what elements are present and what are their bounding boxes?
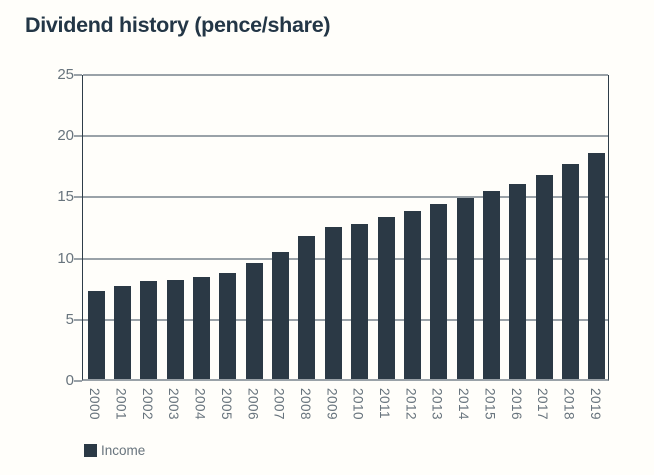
bar-2010 bbox=[351, 223, 369, 379]
bar-2014 bbox=[456, 197, 474, 379]
xlabel-2016: 2016 bbox=[508, 388, 524, 421]
ytick-5 bbox=[74, 318, 82, 321]
xlabel-2014: 2014 bbox=[456, 388, 472, 421]
bar-2006 bbox=[245, 262, 263, 379]
ytick-25 bbox=[74, 74, 82, 76]
xlabel-2007: 2007 bbox=[271, 388, 287, 421]
legend-income-swatch bbox=[84, 444, 97, 457]
gridline-5 bbox=[83, 318, 608, 321]
bar-2000 bbox=[87, 290, 105, 379]
xlabel-2006: 2006 bbox=[245, 388, 261, 421]
bar-2019 bbox=[588, 152, 606, 379]
legend: Income bbox=[84, 443, 145, 458]
bar-2008 bbox=[298, 235, 316, 379]
ytick-0 bbox=[74, 380, 82, 382]
gridline-10 bbox=[83, 257, 608, 260]
bar-2005 bbox=[219, 272, 237, 379]
xlabel-2004: 2004 bbox=[192, 388, 208, 421]
bar-2012 bbox=[403, 211, 421, 379]
xlabel-2011: 2011 bbox=[377, 388, 393, 420]
ylabel-10: 10 bbox=[57, 249, 74, 267]
legend-income-label: Income bbox=[101, 443, 146, 458]
xlabel-2000: 2000 bbox=[87, 388, 103, 421]
gridline-20 bbox=[83, 135, 608, 138]
bar-2013 bbox=[430, 203, 448, 379]
ylabel-0: 0 bbox=[65, 372, 74, 389]
xlabel-2008: 2008 bbox=[297, 388, 313, 421]
xlabel-2019: 2019 bbox=[587, 388, 603, 421]
xlabel-2015: 2015 bbox=[482, 388, 498, 421]
xlabel-2018: 2018 bbox=[561, 388, 577, 421]
ylabel-25: 25 bbox=[57, 66, 74, 83]
bar-2002 bbox=[140, 281, 158, 379]
bar-2015 bbox=[482, 190, 500, 379]
xlabel-2002: 2002 bbox=[139, 388, 155, 421]
xlabel-2009: 2009 bbox=[324, 388, 340, 421]
xlabel-2003: 2003 bbox=[166, 388, 182, 421]
xlabel-2012: 2012 bbox=[403, 388, 419, 421]
bar-2009 bbox=[324, 227, 342, 379]
ytick-10 bbox=[74, 257, 82, 260]
bar-2018 bbox=[561, 163, 579, 379]
bar-2004 bbox=[193, 277, 211, 379]
bar-2001 bbox=[114, 285, 132, 379]
plot-area bbox=[74, 74, 609, 382]
ytick-15 bbox=[74, 196, 82, 199]
xlabel-2005: 2005 bbox=[218, 388, 234, 421]
gridline-15 bbox=[83, 196, 608, 199]
bar-2017 bbox=[535, 174, 553, 379]
xlabel-2013: 2013 bbox=[429, 388, 445, 421]
ylabel-15: 15 bbox=[57, 188, 74, 206]
ytick-20 bbox=[74, 135, 82, 138]
chart-title: Dividend history (pence/share) bbox=[25, 13, 331, 37]
ylabel-20: 20 bbox=[57, 127, 74, 145]
xlabel-2001: 2001 bbox=[113, 388, 129, 421]
bar-2016 bbox=[509, 184, 527, 379]
ylabel-5: 5 bbox=[65, 310, 74, 328]
bar-2003 bbox=[166, 279, 184, 379]
xlabel-2017: 2017 bbox=[535, 388, 551, 421]
xlabel-2010: 2010 bbox=[350, 388, 366, 421]
gridline-25 bbox=[83, 74, 608, 76]
bar-2011 bbox=[377, 217, 395, 379]
bar-2007 bbox=[272, 251, 290, 379]
